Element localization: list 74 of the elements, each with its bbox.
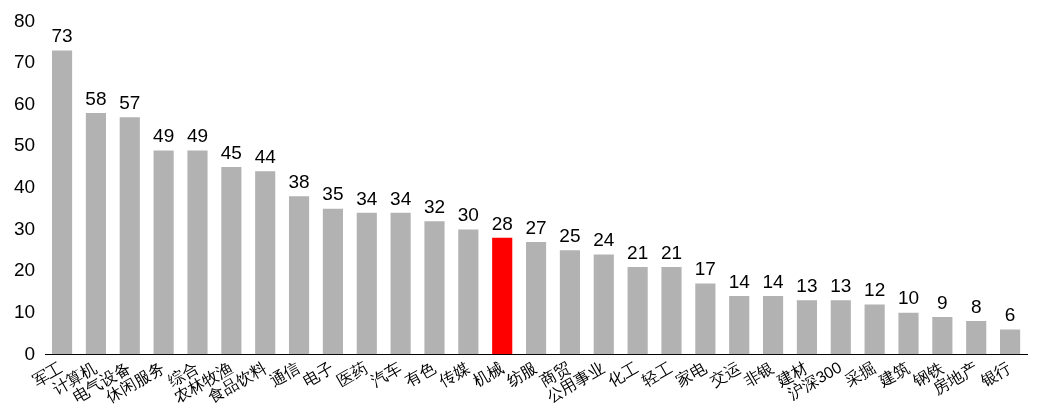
bar — [593, 254, 614, 355]
bar — [288, 196, 310, 355]
data-label: 24 — [593, 229, 615, 251]
data-label: 14 — [728, 270, 751, 292]
y-tick-label: 20 — [13, 259, 36, 281]
bar — [864, 304, 885, 355]
data-label: 27 — [525, 216, 547, 238]
data-label: 57 — [119, 91, 141, 113]
bar — [153, 150, 174, 355]
bar — [51, 50, 73, 355]
data-label: 35 — [322, 183, 344, 205]
x-tick-label: 通信 — [266, 358, 303, 390]
x-tick-label: 医药 — [334, 358, 371, 390]
x-tick-label: 纺服 — [503, 358, 540, 390]
data-label: 6 — [1004, 304, 1016, 326]
data-label: 12 — [864, 279, 886, 301]
bar — [390, 212, 411, 355]
bar — [966, 321, 987, 355]
bar — [119, 117, 140, 355]
bar — [898, 312, 919, 355]
data-label: 45 — [220, 141, 242, 163]
data-label: 49 — [186, 125, 209, 147]
bar — [695, 283, 716, 355]
bar — [356, 212, 377, 355]
data-label: 17 — [694, 258, 716, 280]
data-label: 8 — [970, 295, 982, 317]
data-label: 32 — [423, 195, 446, 217]
bar — [796, 300, 817, 355]
bar — [1000, 329, 1021, 355]
data-label: 58 — [85, 87, 107, 109]
y-tick-label: 40 — [13, 176, 36, 198]
x-tick-label: 交运 — [706, 358, 743, 390]
bar — [255, 171, 276, 355]
data-label: 34 — [356, 187, 378, 209]
y-tick-label: 80 — [13, 9, 36, 31]
data-label: 34 — [390, 187, 412, 209]
data-label: 21 — [627, 241, 649, 263]
bar — [830, 300, 851, 355]
bar — [187, 150, 208, 355]
bar — [458, 229, 479, 355]
data-label: 49 — [153, 125, 175, 147]
data-label: 13 — [830, 275, 852, 296]
y-tick-label: 60 — [13, 92, 36, 114]
data-label: 73 — [51, 25, 73, 47]
bar — [322, 208, 343, 355]
bar — [661, 266, 682, 355]
y-tick-label: 70 — [13, 51, 36, 73]
data-label: 9 — [937, 291, 948, 313]
bar — [221, 167, 242, 355]
data-label: 14 — [762, 270, 785, 292]
data-label: 21 — [660, 241, 683, 263]
data-label: 13 — [796, 275, 818, 296]
bar — [932, 316, 953, 355]
y-tick-label: 10 — [13, 300, 36, 322]
bar — [729, 296, 750, 355]
x-tick-label: 电子 — [300, 358, 337, 390]
bar — [525, 241, 547, 355]
y-tick-label: 50 — [13, 134, 36, 156]
data-label: 44 — [254, 145, 277, 167]
y-tick-label: 30 — [13, 217, 36, 239]
data-label: 25 — [559, 225, 581, 247]
x-tick-label: 采掘 — [842, 358, 879, 390]
data-label: 38 — [288, 170, 310, 192]
bar — [627, 266, 648, 355]
bar — [492, 237, 513, 355]
bar — [424, 221, 445, 355]
x-tick-label: 银行 — [976, 358, 1014, 390]
bar — [763, 296, 784, 355]
data-label: 10 — [897, 287, 920, 309]
bar — [559, 250, 580, 355]
data-label: 30 — [457, 204, 479, 226]
bar — [85, 112, 106, 355]
y-tick-label: 0 — [24, 342, 36, 364]
data-label: 28 — [491, 212, 513, 234]
